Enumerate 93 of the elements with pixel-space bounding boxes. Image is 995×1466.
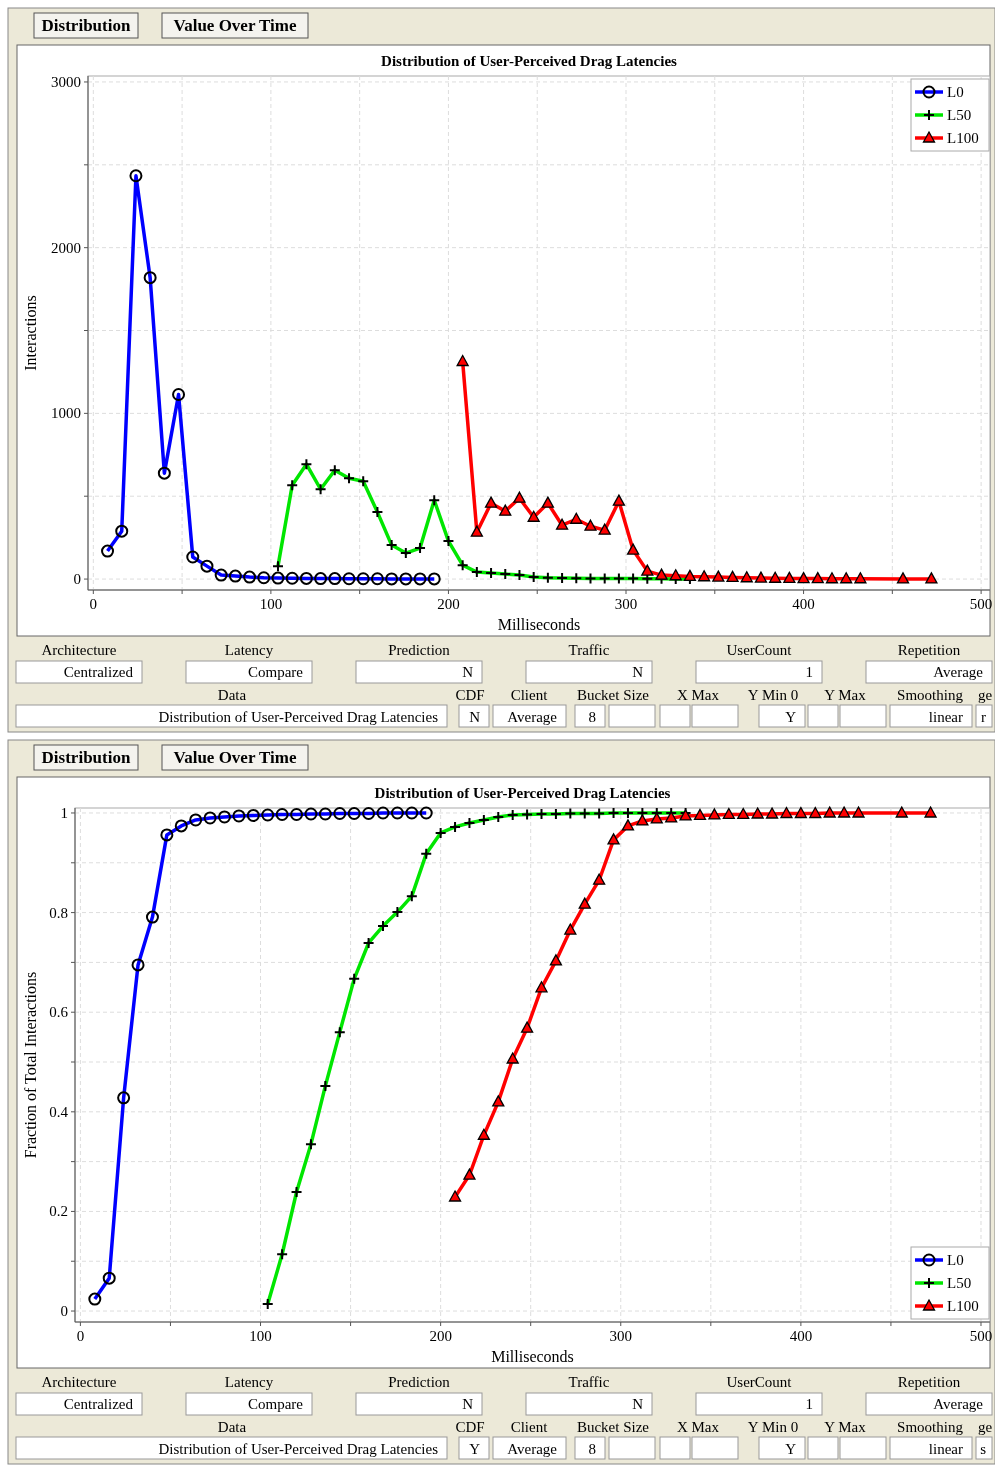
text: 1: [805, 664, 813, 680]
text: N: [462, 664, 474, 680]
text: N: [462, 1396, 474, 1412]
text: Centralized: [63, 664, 134, 680]
legend-label: L0: [947, 84, 964, 100]
text: Average: [933, 664, 984, 680]
text: Traffic: [568, 642, 610, 658]
y-tick-label: 1000: [51, 405, 81, 422]
x-tick-label: 400: [789, 1328, 813, 1344]
text: Average: [507, 709, 558, 725]
text: Client: [510, 687, 549, 703]
x-tick-label: 300: [609, 1328, 633, 1344]
text: r: [981, 709, 986, 725]
chart-title: Distribution of User-Perceived Drag Latencies: [374, 785, 671, 801]
text: N: [469, 709, 481, 725]
text: Smoothing: [897, 1419, 964, 1435]
x-tick-label: 300: [614, 596, 638, 612]
x-tick-label: 100: [249, 1328, 272, 1344]
text: Y Min 0: [747, 687, 799, 703]
text: Compare: [248, 664, 304, 680]
x-tick-label: 500: [969, 1328, 993, 1344]
text: ge: [977, 1419, 993, 1435]
text: Latency: [224, 642, 274, 658]
text: Data: [217, 687, 247, 703]
x-tick-label: 200: [429, 1328, 452, 1344]
text: UserCount: [726, 642, 793, 658]
text: Distribution: [41, 748, 131, 767]
text: 8: [588, 709, 596, 725]
y-tick-label: 0.8: [49, 904, 68, 921]
text: s: [980, 1441, 987, 1457]
legend-label: L50: [947, 1275, 972, 1291]
text: linear: [928, 1441, 963, 1457]
text: Data: [217, 1419, 247, 1435]
chart-title: Distribution of User-Perceived Drag Latencies: [381, 53, 678, 69]
text: Y: [469, 1441, 481, 1457]
legend-label: L50: [947, 107, 972, 123]
text: Architecture: [41, 1374, 117, 1390]
text: Bucket Size: [576, 1419, 650, 1435]
legend-label: L100: [947, 130, 979, 146]
y-tick-label: 2000: [51, 239, 81, 256]
text: Y: [785, 709, 797, 725]
text: Average: [507, 1441, 558, 1457]
y-tick-label: 0.2: [49, 1203, 68, 1220]
text: Compare: [248, 1396, 304, 1412]
x-tick-label: 400: [792, 596, 815, 612]
y-tick-label: 0: [73, 571, 81, 588]
legend-label: L100: [947, 1298, 979, 1314]
x-tick-label: 0: [89, 596, 98, 612]
text: Average: [933, 1396, 984, 1412]
text: Prediction: [388, 642, 451, 658]
text: CDF: [455, 1419, 485, 1435]
text: X Max: [676, 687, 720, 703]
x-tick-label: 200: [437, 596, 460, 612]
text: 1: [805, 1396, 813, 1412]
text: Latency: [224, 1374, 274, 1390]
text: Y: [785, 1441, 797, 1457]
text: Y Min 0: [747, 1419, 799, 1435]
y-tick-label: 3000: [51, 73, 81, 90]
text: Bucket Size: [576, 687, 650, 703]
text: Distribution of User-Perceived Drag Latencies: [158, 1441, 439, 1457]
y-axis-title: Fraction of Total Interactions: [22, 971, 39, 1159]
text: Value Over Time: [173, 16, 297, 35]
text: Distribution: [41, 16, 131, 35]
y-tick-label: 1: [60, 804, 68, 821]
y-tick-label: 0.6: [49, 1004, 69, 1021]
y-axis-title: Interactions: [22, 295, 39, 371]
x-tick-label: 500: [969, 596, 993, 612]
text: N: [632, 1396, 644, 1412]
text: Value Over Time: [173, 748, 297, 767]
legend-label: L0: [947, 1252, 964, 1268]
text: X Max: [676, 1419, 720, 1435]
text: Repetition: [897, 642, 961, 658]
y-tick-label: 0: [60, 1303, 68, 1320]
text: Y Max: [824, 687, 867, 703]
text: 8: [588, 1441, 596, 1457]
y-tick-label: 0.4: [49, 1103, 69, 1120]
x-axis-title: Milliseconds: [497, 616, 581, 633]
text: Client: [510, 1419, 549, 1435]
x-axis-title: Milliseconds: [491, 1348, 574, 1365]
text: ge: [977, 687, 993, 703]
text: N: [632, 664, 644, 680]
text: Y Max: [824, 1419, 867, 1435]
text: Prediction: [388, 1374, 451, 1390]
text: UserCount: [726, 1374, 793, 1390]
x-tick-label: 100: [259, 596, 283, 612]
text: linear: [928, 709, 963, 725]
text: CDF: [455, 687, 485, 703]
text: Smoothing: [897, 687, 964, 703]
text: Distribution of User-Perceived Drag Latencies: [158, 709, 439, 725]
text: Repetition: [897, 1374, 961, 1390]
text: Traffic: [568, 1374, 610, 1390]
text: Architecture: [41, 642, 117, 658]
text: Centralized: [63, 1396, 134, 1412]
